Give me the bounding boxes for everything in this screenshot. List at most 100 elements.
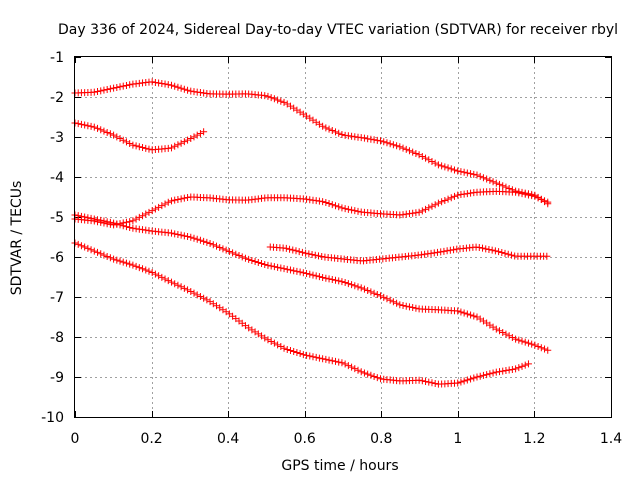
- y-tick-label: -1: [50, 50, 64, 66]
- x-tick-label: 1.4: [600, 431, 622, 447]
- data-point: [473, 373, 481, 381]
- data-point: [354, 283, 362, 291]
- data-point: [161, 200, 169, 208]
- data-point: [167, 229, 175, 237]
- data-point: [122, 223, 130, 231]
- data-point: [504, 250, 512, 258]
- data-point: [151, 78, 159, 86]
- data-point: [100, 217, 108, 225]
- data-point: [351, 282, 359, 290]
- data-point: [177, 231, 185, 239]
- data-point: [524, 339, 532, 347]
- data-point: [174, 281, 182, 289]
- data-point: [357, 284, 365, 292]
- data-point: [129, 141, 137, 149]
- data-point: [139, 212, 147, 220]
- data-point: [418, 207, 426, 215]
- data-point: [87, 122, 95, 130]
- data-point: [274, 341, 282, 349]
- data-point: [491, 247, 499, 255]
- data-point: [161, 275, 169, 283]
- data-point: [528, 192, 536, 200]
- y-tick-label: -8: [50, 330, 64, 346]
- data-point: [457, 308, 465, 316]
- data-point: [286, 266, 294, 274]
- data-point: [528, 340, 536, 348]
- data-point: [174, 141, 182, 149]
- data-point: [357, 134, 365, 142]
- data-point: [431, 159, 439, 167]
- data-point: [325, 275, 333, 283]
- data-point: [470, 170, 478, 178]
- data-point: [470, 374, 478, 382]
- data-point: [145, 267, 153, 275]
- data-point: [303, 269, 311, 277]
- data-point: [344, 280, 352, 288]
- data-point: [492, 325, 500, 333]
- data-point: [534, 194, 542, 202]
- data-point: [100, 127, 108, 135]
- data-point: [142, 210, 150, 218]
- data-point: [110, 219, 118, 227]
- data-point: [282, 244, 290, 252]
- data-point: [348, 206, 356, 214]
- data-point: [132, 142, 140, 150]
- data-point: [90, 123, 98, 131]
- data-point: [444, 195, 452, 203]
- data-point: [328, 276, 336, 284]
- data-point: [389, 141, 397, 149]
- data-point: [335, 129, 343, 137]
- data-point: [126, 81, 134, 89]
- data-point: [399, 302, 407, 310]
- data-point: [270, 95, 278, 103]
- data-point: [331, 128, 339, 136]
- data-point: [264, 336, 272, 344]
- data-point: [158, 202, 166, 210]
- data-point: [110, 131, 118, 139]
- data-point: [508, 365, 516, 373]
- data-point: [541, 197, 549, 205]
- data-point: [521, 190, 529, 198]
- data-point: [396, 301, 404, 309]
- data-point: [177, 84, 185, 92]
- data-point: [283, 346, 291, 354]
- data-point: [77, 212, 85, 220]
- data-point: [77, 120, 85, 128]
- data-point: [135, 213, 143, 221]
- data-point: [319, 198, 327, 206]
- data-point: [314, 252, 322, 260]
- data-point: [171, 82, 179, 90]
- data-point: [180, 284, 188, 292]
- data-point: [158, 273, 166, 281]
- y-tick-label: -6: [50, 250, 64, 266]
- data-point: [454, 167, 462, 175]
- data-point: [496, 180, 504, 188]
- data-point: [505, 332, 513, 340]
- data-point: [537, 195, 545, 203]
- data-point: [463, 376, 471, 384]
- data-point: [495, 248, 503, 256]
- data-point: [155, 79, 163, 87]
- data-point: [129, 217, 137, 225]
- data-point: [383, 295, 391, 303]
- data-point: [521, 361, 529, 369]
- data-point: [463, 169, 471, 177]
- data-point: [325, 125, 333, 133]
- data-point: [344, 362, 352, 370]
- data-point: [341, 360, 349, 368]
- data-point: [335, 358, 343, 366]
- data-point: [155, 203, 163, 211]
- x-axis-title: GPS time / hours: [281, 458, 398, 474]
- data-point: [167, 81, 175, 89]
- data-point: [126, 140, 134, 148]
- data-point: [142, 266, 150, 274]
- x-tick-label: 1: [453, 431, 462, 447]
- data-point: [270, 339, 278, 347]
- data-point: [328, 357, 336, 365]
- data-point: [338, 359, 346, 367]
- data-point: [119, 82, 127, 90]
- y-tick-label: -3: [50, 130, 64, 146]
- data-point: [437, 248, 445, 256]
- data-point: [515, 364, 523, 372]
- data-point: [267, 337, 275, 345]
